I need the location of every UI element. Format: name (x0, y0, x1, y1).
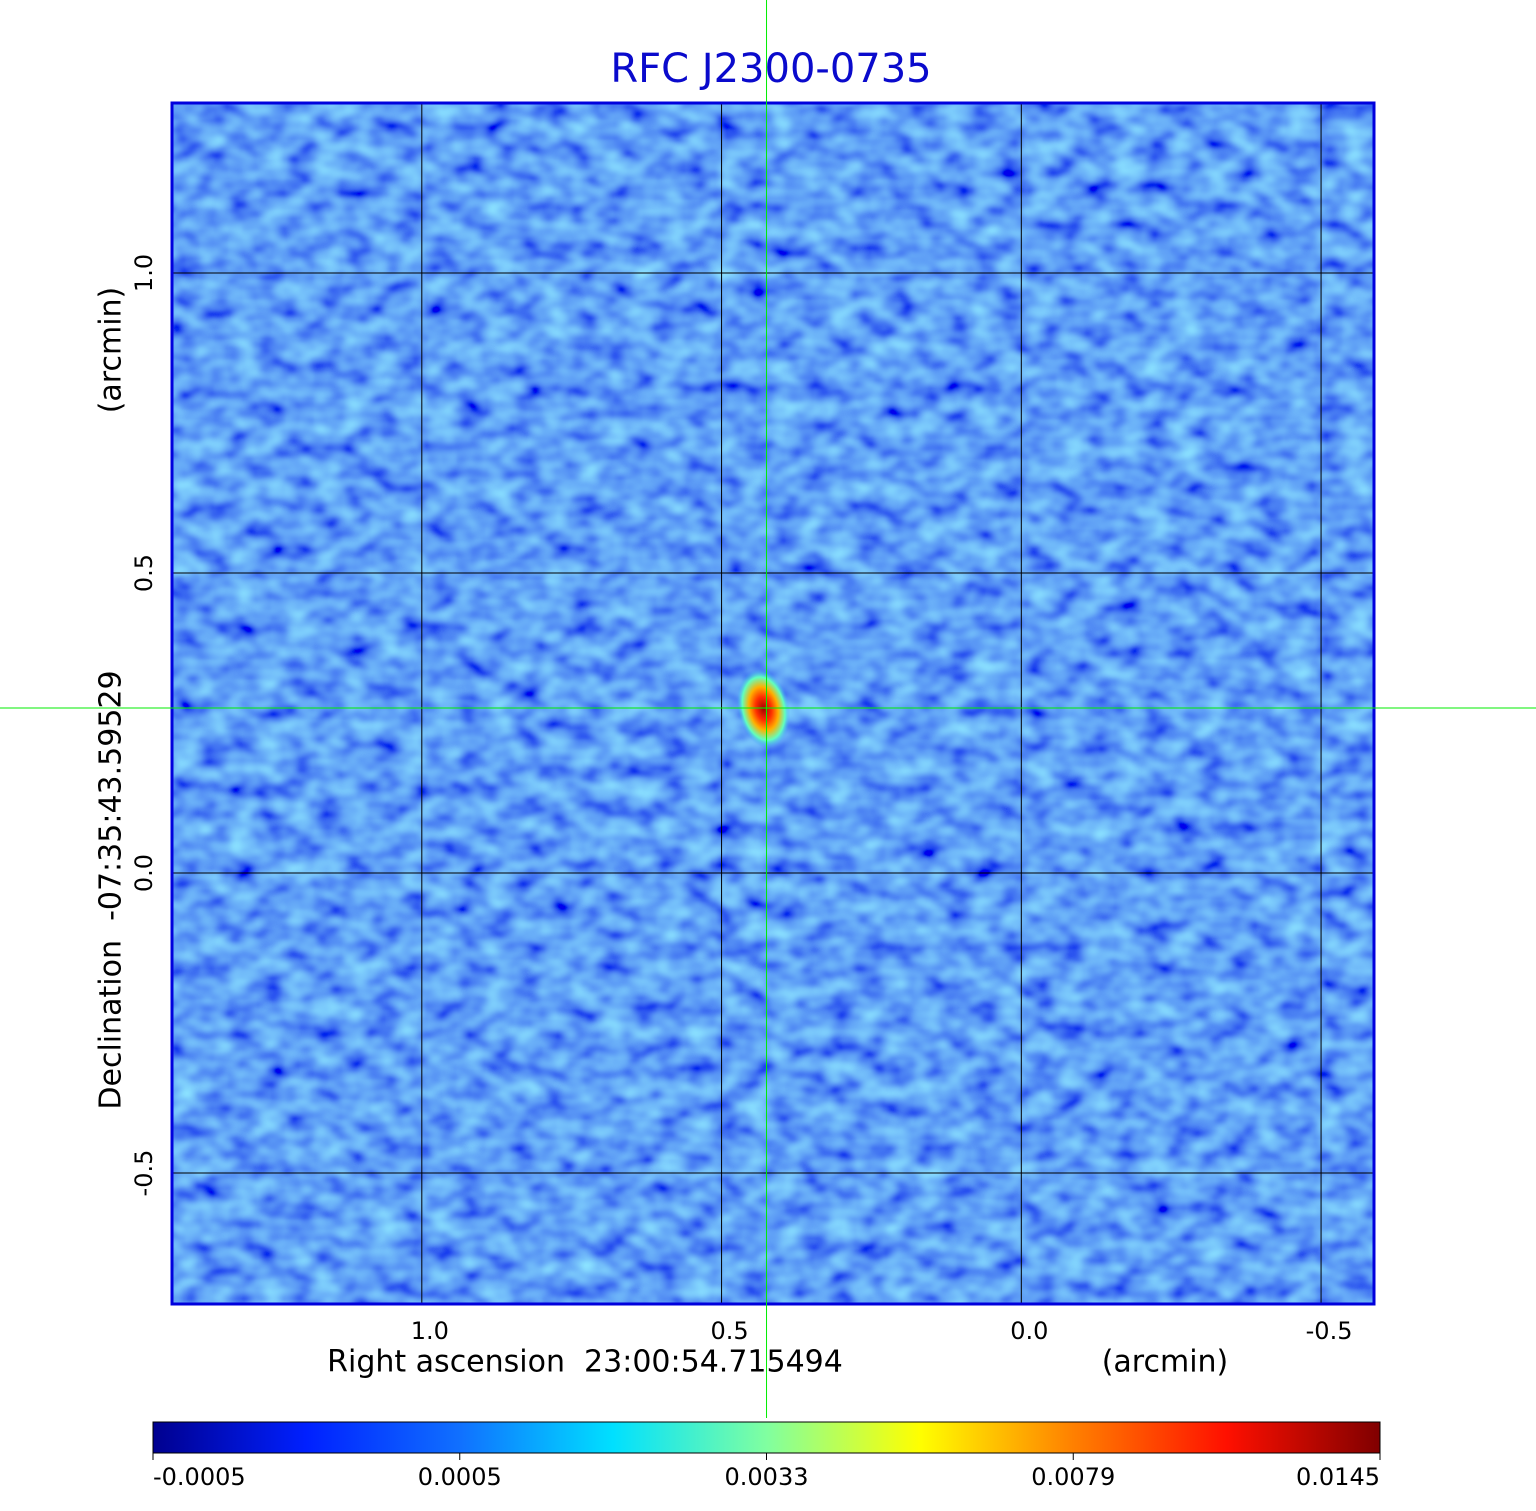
x-tick-label: -0.5 (1306, 1317, 1353, 1345)
y-tick-label: -0.5 (130, 1150, 158, 1197)
x-axis-unit: (arcmin) (1102, 1345, 1229, 1380)
y-tick-label: 1.0 (130, 254, 158, 292)
colorbar (152, 1421, 1381, 1454)
colorbar-tick-label: 0.0145 (1296, 1463, 1380, 1491)
source (736, 669, 791, 749)
y-tick-label: 0.0 (130, 854, 158, 892)
x-tick-label: 0.0 (1010, 1317, 1048, 1345)
y-axis-label: Declination -07:35:43.59529 (94, 670, 129, 1109)
colorbar-tick-label: 0.0079 (1031, 1463, 1115, 1491)
colorbar-tick-label: 0.0033 (725, 1463, 809, 1491)
colorbar-tick-label: -0.0005 (153, 1463, 246, 1491)
x-tick-label: 0.5 (710, 1317, 748, 1345)
plot-frame (170, 101, 1376, 1306)
y-axis-unit: (arcmin) (94, 287, 129, 414)
y-tick-label: 0.5 (130, 554, 158, 592)
colorbar-tick-label: 0.0005 (418, 1463, 502, 1491)
x-tick-label: 1.0 (411, 1317, 449, 1345)
chart-title: RFC J2300-0735 (610, 46, 931, 92)
x-axis-label: Right ascension 23:00:54.715494 (327, 1345, 843, 1380)
